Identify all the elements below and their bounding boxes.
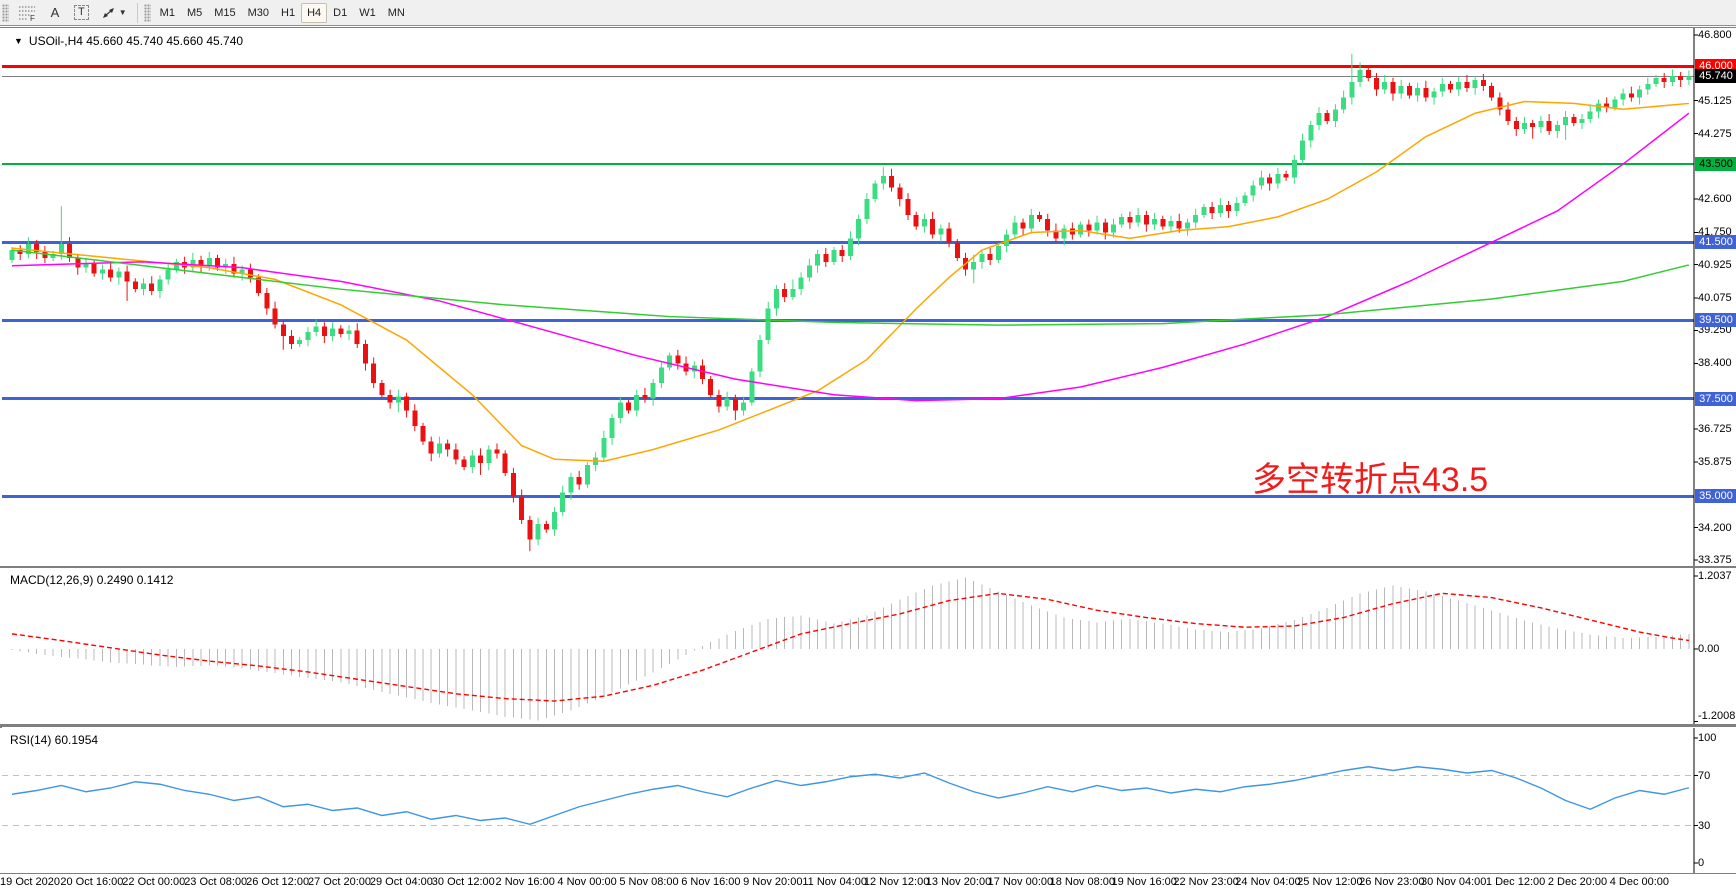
date-tick-label: 1 Dec 12:00 — [1485, 876, 1546, 888]
date-tick-label: 9 Nov 20:00 — [743, 876, 803, 888]
date-tick-label: 22 Oct 00:00 — [122, 876, 186, 888]
date-tick-label: 4 Nov 00:00 — [557, 876, 617, 888]
svg-text:F: F — [30, 14, 35, 21]
date-tick-label: 30 Nov 04:00 — [1420, 876, 1487, 888]
macd-tick-label: 1.2037 — [1698, 570, 1732, 583]
fibonacci-icon: F — [19, 6, 35, 21]
text-label-icon: A — [50, 5, 60, 20]
date-tick-label: 27 Oct 20:00 — [308, 876, 371, 888]
date-tick-label: 23 Oct 08:00 — [184, 876, 248, 888]
text-label-tool-button[interactable]: A — [42, 3, 68, 23]
collapse-indicator-icon[interactable]: ▼ — [14, 36, 23, 46]
macd-signal-line — [11, 592, 1689, 702]
price-level-badge: 45.740 — [1695, 69, 1736, 84]
timeframes-group: M1 M5 M15 M30 H1 H4 D1 W1 MN — [142, 0, 411, 26]
panel-divider — [0, 873, 1736, 874]
price-chart-plot[interactable] — [0, 28, 1700, 566]
toolbar-drag-handle[interactable] — [143, 3, 151, 22]
timeframe-button-m30[interactable]: M30 — [247, 6, 270, 19]
rsi-tick-label: 100 — [1698, 732, 1717, 744]
date-tick-label: 13 Nov 20:00 — [925, 876, 992, 888]
date-tick-label: 19 Nov 16:00 — [1111, 876, 1177, 888]
date-tick-label: 4 Dec 00:00 — [1609, 876, 1670, 888]
timeframe-button-h1[interactable]: H1 — [281, 6, 296, 19]
date-tick-label: 5 Nov 08:00 — [619, 876, 679, 888]
price-tick-label: 44.275 — [1698, 127, 1732, 140]
macd-plot[interactable] — [0, 568, 1700, 724]
toolbar-drag-handle[interactable] — [2, 3, 9, 22]
chart-title-text: USOil-,H4 45.660 45.740 45.660 45.740 — [28, 34, 244, 48]
chart-annotation: 多空转折点43.5 — [1252, 461, 1489, 499]
price-level-badge: 39.500 — [1695, 313, 1736, 328]
price-tick-label: 42.600 — [1698, 193, 1732, 206]
timeframe-button-m5[interactable]: M5 — [186, 6, 203, 19]
arrows-cursor-icon — [102, 7, 114, 18]
timeframe-button-w1[interactable]: W1 — [359, 6, 376, 19]
ma-slow-green — [11, 249, 1690, 326]
date-tick-label: 26 Oct 12:00 — [246, 876, 310, 888]
date-tick-label: 30 Oct 12:00 — [431, 876, 495, 888]
date-tick-label: 18 Nov 08:00 — [1049, 876, 1116, 888]
timeframe-button-h4[interactable]: H4 — [301, 2, 328, 23]
price-tick-label: 40.075 — [1698, 291, 1732, 304]
date-tick-label: 11 Nov 04:00 — [802, 876, 867, 888]
date-tick-label: 25 Nov 12:00 — [1297, 876, 1363, 888]
timeframe-button-d1[interactable]: D1 — [333, 6, 348, 19]
drawing-tools-group: F A T ▼ — [0, 0, 133, 26]
macd-tick-label: 0.00 — [1698, 643, 1720, 655]
macd-label: MACD(12,26,9) 0.2490 0.1412 — [10, 573, 174, 587]
chevron-down-icon: ▼ — [118, 8, 127, 17]
rsi-label: RSI(14) 60.1954 — [10, 733, 99, 747]
price-tick-label: 33.375 — [1698, 553, 1732, 566]
panel-divider[interactable] — [0, 724, 1736, 727]
ma-fast-orange — [11, 100, 1689, 463]
date-tick-label: 2 Dec 20:00 — [1547, 876, 1608, 888]
price-tick-label: 46.800 — [1698, 29, 1732, 41]
rsi-plot[interactable] — [0, 728, 1700, 873]
ma-mid-magenta — [11, 112, 1690, 402]
date-tick-label: 6 Nov 16:00 — [681, 876, 741, 888]
timeframe-button-m1[interactable]: M1 — [159, 6, 175, 19]
main-chart-panel: ▼ USOil-,H4 45.660 45.740 45.660 45.740 … — [0, 28, 1736, 566]
date-tick-label: 26 Nov 23:00 — [1359, 876, 1425, 888]
price-level-badge: 37.500 — [1695, 391, 1736, 406]
date-tick-label: 19 Oct 2020 — [0, 876, 60, 888]
text-box-tool-button[interactable]: T — [68, 3, 95, 23]
price-tick-label: 45.125 — [1698, 94, 1732, 107]
price-tick-label: 40.925 — [1698, 258, 1732, 271]
rsi-tick-label: 0 — [1698, 857, 1705, 869]
text-box-icon: T — [74, 5, 89, 20]
date-tick-label: 2 Nov 16:00 — [495, 876, 555, 888]
date-axis: 19 Oct 2020 20 Oct 16:00 22 Oct 00:00 23 Oc… — [0, 874, 1736, 892]
price-tick-label: 35.875 — [1698, 456, 1732, 469]
rsi-tick-label: 70 — [1698, 769, 1711, 782]
toolbar-separator — [136, 2, 138, 23]
rsi-line — [11, 766, 1690, 825]
price-tick-label: 38.400 — [1698, 357, 1732, 370]
date-tick-label: 22 Nov 23:00 — [1173, 876, 1239, 888]
price-level-badge: 41.500 — [1695, 235, 1736, 250]
date-tick-label: 24 Nov 04:00 — [1235, 876, 1301, 888]
price-level-badge: 35.000 — [1695, 489, 1736, 504]
date-tick-label: 12 Nov 12:00 — [863, 876, 930, 888]
timeframe-button-mn[interactable]: MN — [387, 6, 405, 19]
toolbar: F A T ▼ M1 M5 M15 M30 H1 H4 D1 W1 MN — [0, 0, 1736, 26]
arrows-tool-button[interactable]: ▼ — [95, 3, 133, 23]
date-tick-label: 17 Nov 00:00 — [987, 876, 1054, 888]
panel-divider[interactable] — [0, 566, 1736, 568]
price-level-badge: 43.500 — [1695, 157, 1736, 172]
rsi-tick-label: 30 — [1698, 819, 1711, 832]
timeframe-button-m15[interactable]: M15 — [214, 6, 236, 19]
rsi-panel: RSI(14) 60.1954 100 70 30 0 — [0, 728, 1736, 873]
macd-tick-label: -1.2008 — [1698, 710, 1736, 722]
fibonacci-tool-button[interactable]: F — [12, 3, 42, 23]
chart-title: ▼ USOil-,H4 45.660 45.740 45.660 45.740 — [14, 34, 243, 48]
macd-panel: MACD(12,26,9) 0.2490 0.1412 1.2037 0.00 -1… — [0, 568, 1736, 724]
date-tick-label: 20 Oct 16:00 — [60, 876, 124, 888]
price-tick-label: 36.725 — [1698, 422, 1732, 435]
date-tick-label: 29 Oct 04:00 — [369, 876, 433, 888]
price-tick-label: 34.200 — [1698, 521, 1732, 534]
